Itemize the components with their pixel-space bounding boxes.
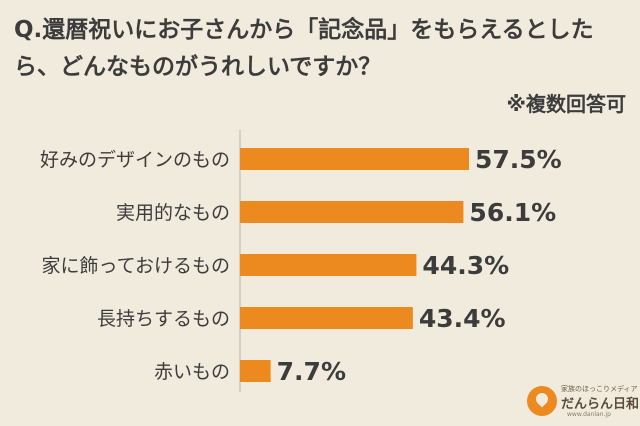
- category-label: 実用的なもの: [116, 202, 230, 224]
- bar: [240, 148, 469, 170]
- question-title: Q.還暦祝いにお子さんから「記念品」をもらえるとしたら、どんなものがうれしいです…: [14, 17, 594, 80]
- logo-mark-icon: [527, 386, 557, 416]
- bar: [240, 254, 417, 276]
- logo-tagline: 家族のほっこりメディア: [561, 385, 638, 393]
- category-label: 長持ちするもの: [97, 308, 230, 330]
- category-label: 好みのデザインのもの: [40, 149, 230, 171]
- logo-name: だんらん日和: [561, 397, 640, 412]
- bar: [240, 360, 271, 382]
- brand-logo: 家族のほっこりメディア だんらん日和 www.danlan.jp: [527, 382, 639, 422]
- bar: [240, 201, 464, 223]
- bar: [240, 307, 413, 329]
- value-label: 57.5%: [475, 145, 562, 174]
- category-label: 赤いもの: [154, 361, 230, 383]
- category-label: 家に飾っておけるもの: [42, 255, 230, 277]
- logo-url: www.danlan.jp: [567, 411, 611, 418]
- value-label: 44.3%: [422, 251, 509, 280]
- value-label: 43.4%: [419, 304, 506, 333]
- value-label: 7.7%: [277, 357, 346, 386]
- multiple-answer-note: ※複数回答可: [506, 92, 626, 116]
- value-label: 56.1%: [469, 198, 556, 227]
